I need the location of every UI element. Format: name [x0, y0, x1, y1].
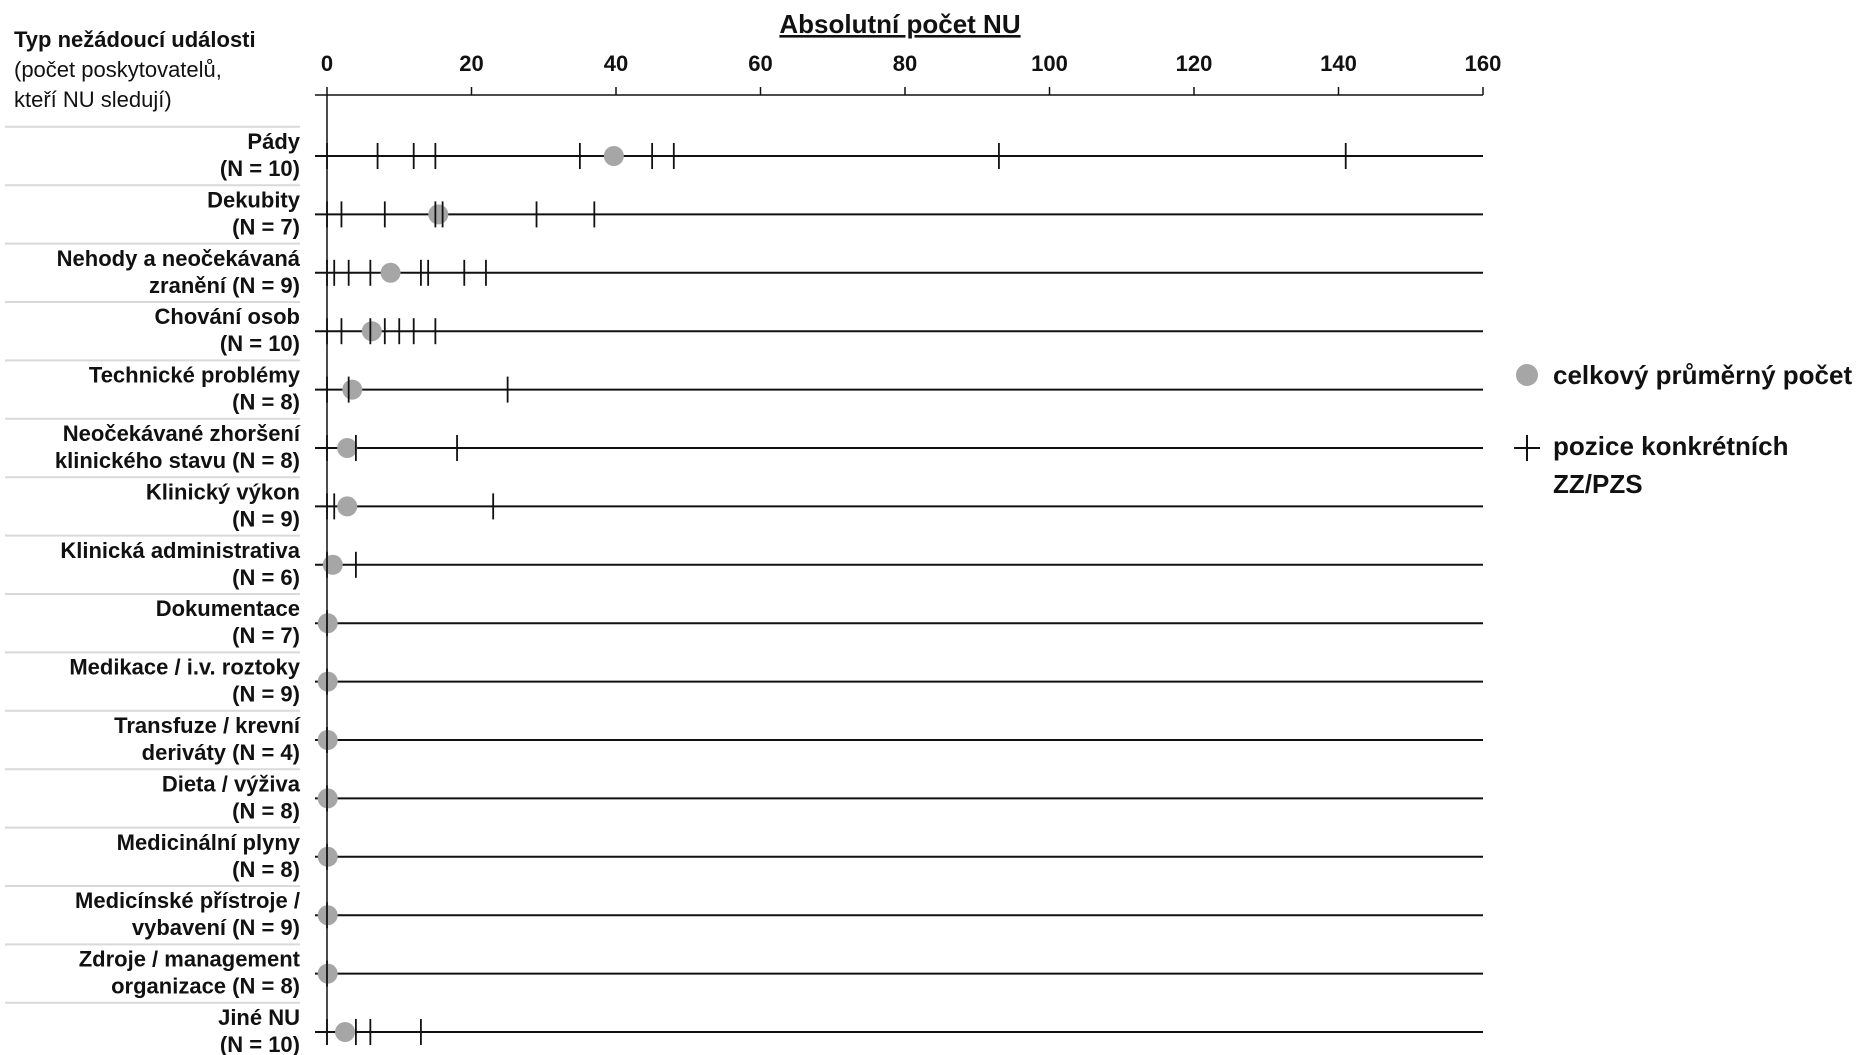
category-label: (N = 8) — [232, 390, 300, 415]
mean-marker — [342, 379, 363, 400]
y-axis-header-line: kteří NU sledují) — [14, 87, 172, 112]
category-label: Medikace / i.v. roztoky — [69, 655, 300, 680]
mean-marker — [380, 262, 401, 283]
category-label: (N = 10) — [220, 1032, 300, 1055]
category-label: Dekubity — [207, 187, 301, 212]
x-tick-label: 160 — [1465, 51, 1502, 76]
category-row: Dekubity(N = 7) — [207, 187, 1483, 239]
category-label: (N = 9) — [232, 682, 300, 707]
category-label: deriváty (N = 4) — [142, 740, 300, 765]
category-label: Dieta / výživa — [162, 771, 301, 796]
legend-position-label: ZZ/PZS — [1553, 469, 1643, 499]
category-label: (N = 7) — [232, 623, 300, 648]
category-label: Transfuze / krevní — [114, 713, 301, 738]
category-label: Medicínské přístroje / — [75, 888, 300, 913]
category-rows: Pády(N = 10)Dekubity(N = 7)Nehody a neoč… — [55, 129, 1483, 1055]
category-row: Medikace / i.v. roztoky(N = 9) — [69, 655, 1483, 707]
category-label: Klinický výkon — [146, 479, 300, 504]
x-tick-label: 80 — [893, 51, 917, 76]
category-label: Nehody a neočekávaná — [57, 246, 301, 271]
category-label: Klinická administrativa — [60, 538, 300, 563]
category-label: Pády — [247, 129, 300, 154]
category-row: Technické problémy(N = 8) — [89, 363, 1483, 415]
mean-marker — [322, 554, 343, 575]
category-row: Medicinální plyny(N = 8) — [117, 830, 1483, 882]
category-label: Chování osob — [155, 304, 300, 329]
category-row: Pády(N = 10) — [220, 129, 1483, 181]
category-row: Dokumentace(N = 7) — [156, 596, 1483, 648]
legend-mean-label: celkový průměrný počet — [1553, 360, 1852, 390]
category-row: Medicínské přístroje /vybavení (N = 9) — [75, 888, 1483, 940]
x-tick-label: 140 — [1320, 51, 1357, 76]
category-row: Klinická administrativa(N = 6) — [60, 538, 1483, 590]
legend-position-label: pozice konkrétních — [1553, 431, 1789, 461]
category-label: Zdroje / management — [79, 947, 301, 972]
legend-mean-marker — [1516, 364, 1538, 386]
category-label: (N = 7) — [232, 214, 300, 239]
mean-marker — [361, 321, 382, 342]
category-row: Dieta / výživa(N = 8) — [162, 771, 1483, 823]
mean-marker — [337, 496, 358, 517]
category-row: Klinický výkon(N = 9) — [146, 479, 1483, 531]
category-label: (N = 10) — [220, 331, 300, 356]
mean-marker — [335, 1022, 356, 1042]
category-label: (N = 8) — [232, 798, 300, 823]
category-label: Technické problémy — [89, 363, 301, 388]
category-label: vybavení (N = 9) — [132, 915, 300, 940]
mean-marker — [603, 146, 624, 166]
category-label: (N = 6) — [232, 565, 300, 590]
y-axis-header: Typ nežádoucí události (počet poskytovate… — [14, 27, 256, 112]
x-tick-label: 120 — [1176, 51, 1213, 76]
x-tick-label: 40 — [604, 51, 628, 76]
mean-marker — [428, 204, 449, 225]
category-label: klinického stavu (N = 8) — [55, 448, 300, 473]
legend: celkový průměrný počet pozice konkrétních… — [1514, 360, 1852, 499]
x-tick-label: 0 — [321, 51, 333, 76]
x-axis: 0 20 40 60 80 100 120 140 160 — [315, 51, 1501, 1045]
x-tick-label: 60 — [748, 51, 772, 76]
category-label: Jiné NU — [218, 1005, 300, 1030]
row-separators — [5, 125, 300, 1004]
category-label: (N = 10) — [220, 156, 300, 181]
category-row: Chování osob(N = 10) — [155, 304, 1483, 356]
category-label: Dokumentace — [156, 596, 300, 621]
category-label: Neočekávané zhoršení — [63, 421, 301, 446]
x-tick-label: 20 — [459, 51, 483, 76]
category-label: organizace (N = 8) — [111, 974, 300, 999]
y-axis-header-line: (počet poskytovatelů, — [14, 57, 222, 82]
x-tick-label: 100 — [1031, 51, 1068, 76]
category-label: (N = 8) — [232, 857, 300, 882]
mean-marker — [337, 438, 358, 458]
y-axis-header-line: Typ nežádoucí události — [14, 27, 256, 52]
category-label: zranění (N = 9) — [149, 273, 300, 298]
category-label: Medicinální plyny — [117, 830, 301, 855]
category-label: (N = 9) — [232, 506, 300, 531]
category-row: Jiné NU(N = 10) — [218, 1005, 1483, 1055]
chart-title: Absolutní počet NU — [779, 9, 1020, 39]
